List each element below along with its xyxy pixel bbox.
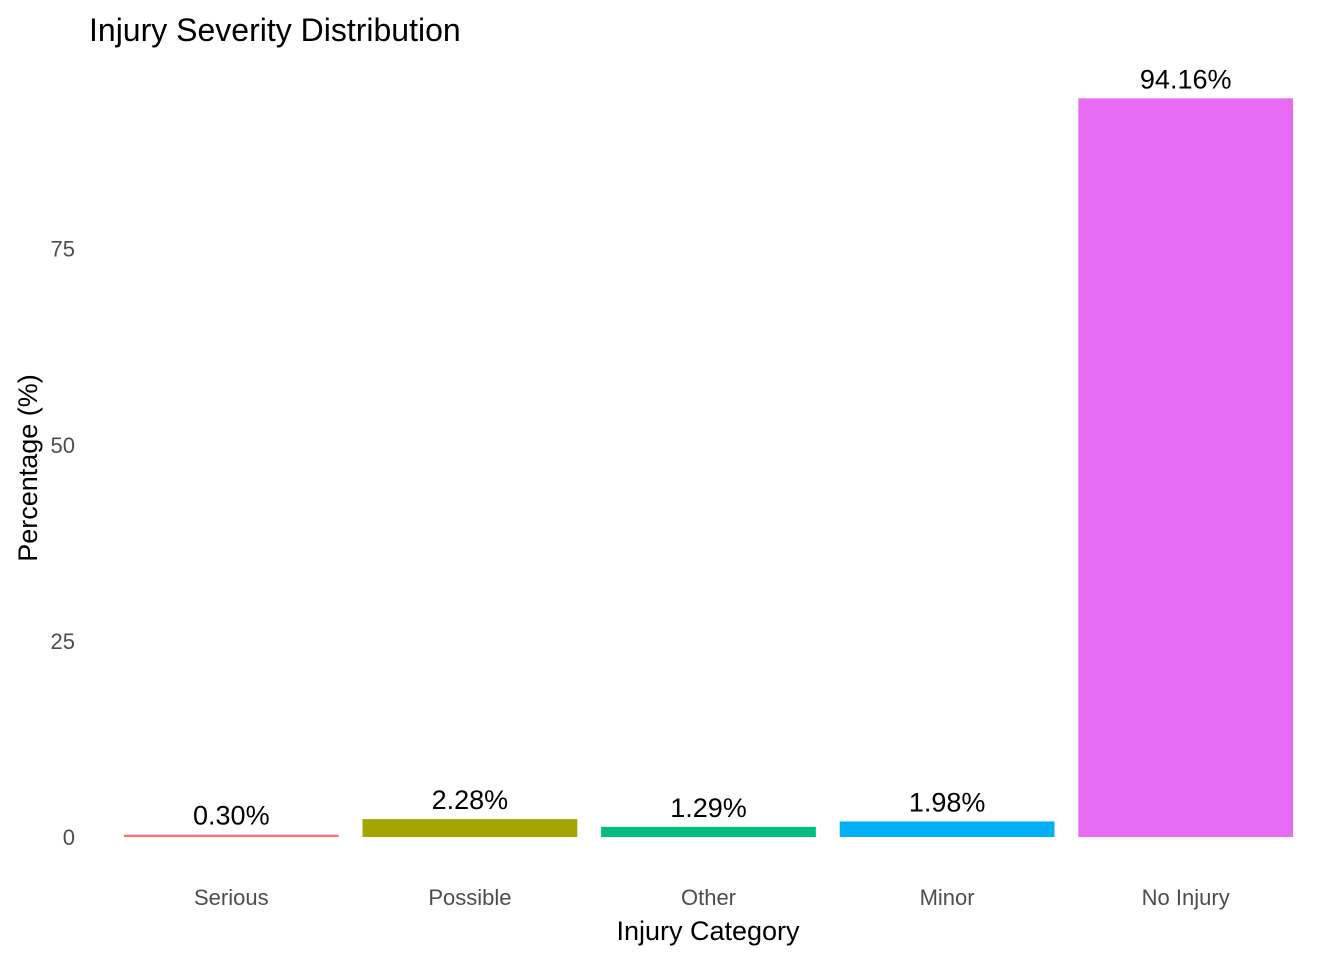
x-tick-label: Serious	[194, 885, 269, 910]
bar	[123, 834, 339, 837]
y-tick-label: 50	[51, 433, 75, 458]
data-labels-group: 0.30% 2.28% 1.29% 1.98% 94.16%	[193, 64, 1231, 830]
bar	[601, 826, 816, 837]
bar	[362, 819, 578, 837]
bar-value-label: 0.30%	[193, 801, 270, 831]
bar-value-label: 94.16%	[1140, 64, 1232, 94]
x-tick-label: Other	[681, 885, 736, 910]
bar-value-label: 1.98%	[909, 787, 986, 817]
y-axis-title: Percentage (%)	[13, 374, 43, 562]
y-tick-label: 25	[51, 629, 75, 654]
bar	[1078, 98, 1294, 837]
bars-group	[123, 98, 1294, 837]
y-tick-label: 75	[51, 237, 75, 262]
x-axis-ticks: Serious Possible Other Minor No Injury	[194, 885, 1230, 910]
bar	[839, 821, 1055, 837]
x-tick-label: No Injury	[1142, 885, 1230, 910]
x-tick-label: Minor	[920, 885, 975, 910]
bar-value-label: 1.29%	[670, 793, 747, 823]
chart-title: Injury Severity Distribution	[89, 12, 461, 48]
y-axis-ticks: 0 25 50 75	[51, 237, 75, 850]
bar-value-label: 2.28%	[432, 785, 509, 815]
x-tick-label: Possible	[428, 885, 511, 910]
y-tick-label: 0	[63, 825, 75, 850]
x-axis-title: Injury Category	[616, 916, 800, 946]
